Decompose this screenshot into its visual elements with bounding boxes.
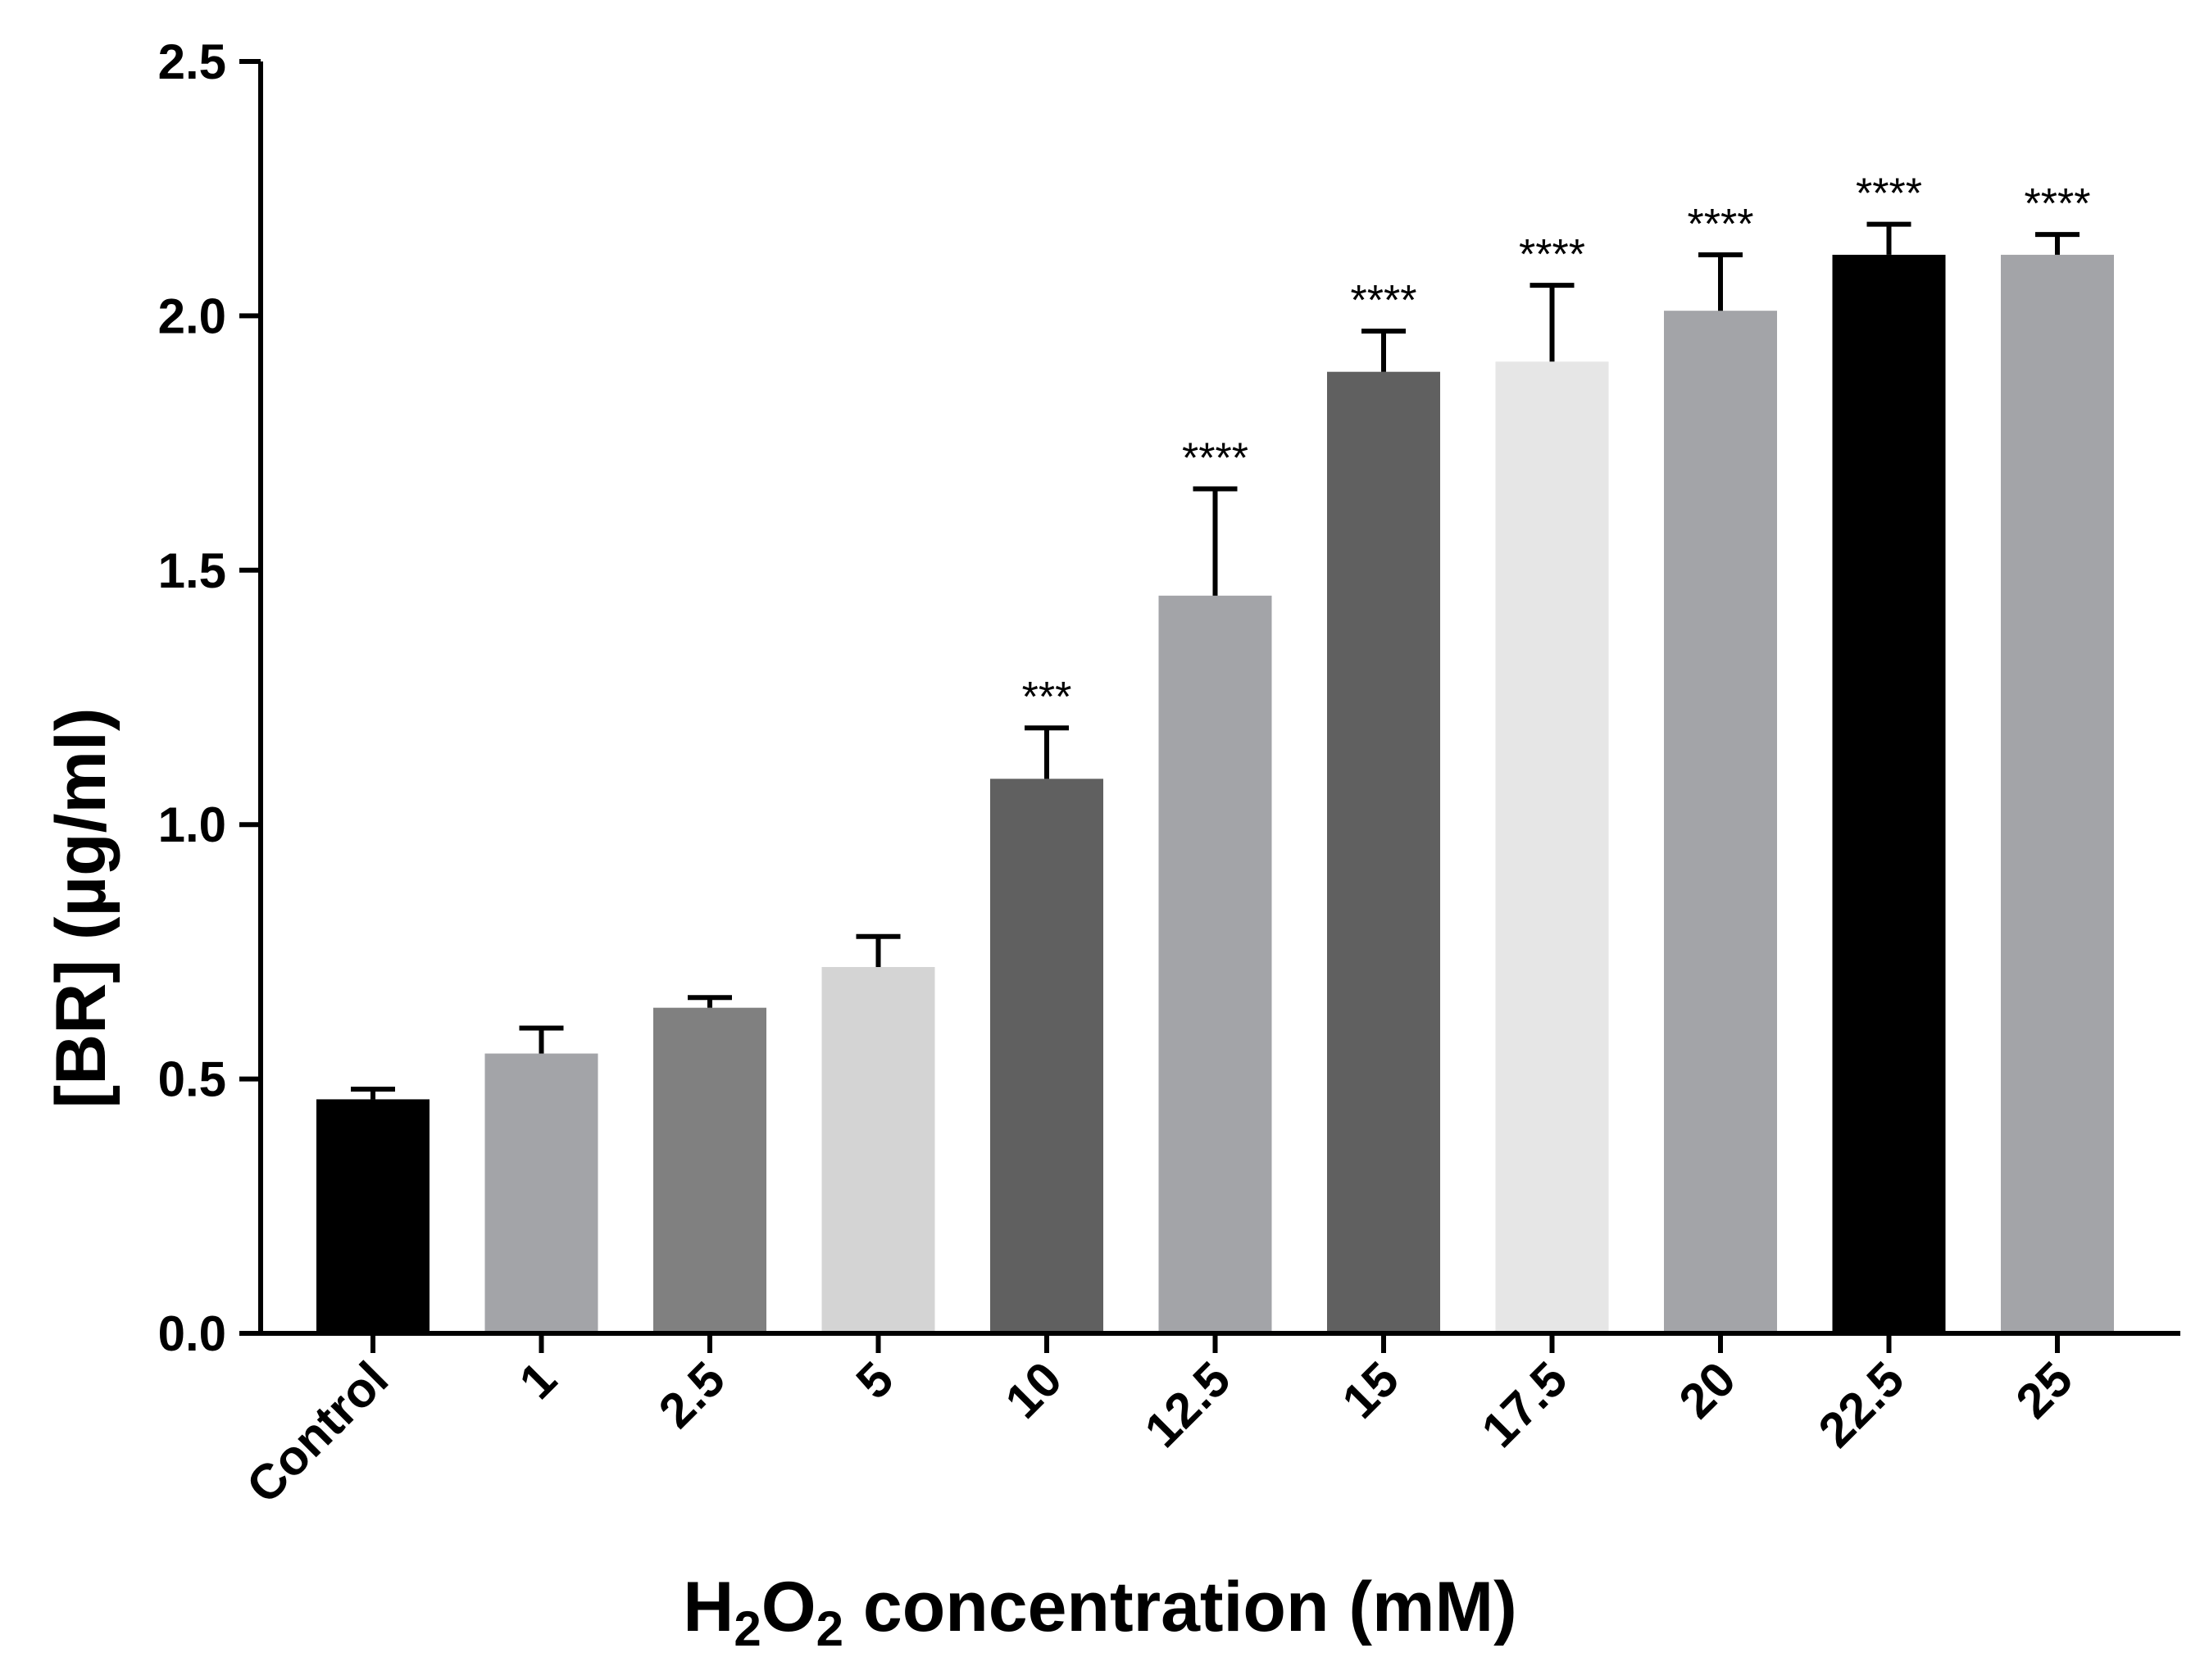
x-title-sub1: 2 (734, 1601, 761, 1656)
x-tick-label: 2.5 (648, 1351, 735, 1438)
x-tick-label: 17.5 (1471, 1351, 1578, 1458)
y-axis-title: [BR] (µg/ml) (42, 708, 120, 1109)
significance-label: **** (2025, 180, 2091, 228)
significance-label: *** (1022, 674, 1072, 721)
significance-label: **** (1856, 170, 1922, 218)
y-axis: 0.0 0.5 1.0 1.5 2.0 2.5 (158, 34, 263, 1361)
bar (1664, 311, 1777, 1333)
significance-label: **** (1351, 277, 1417, 325)
bar (2001, 254, 2114, 1333)
bar (653, 1007, 766, 1333)
x-tick-label: 15 (1332, 1351, 1410, 1429)
bar (484, 1053, 598, 1333)
x-tick-label: 10 (995, 1351, 1073, 1429)
x-axis: Control 1 2.5 5 10 12.5 15 17.5 20 22.5 25 (236, 1331, 2180, 1514)
x-tick-label: 12.5 (1134, 1351, 1241, 1458)
x-tick-label: 5 (846, 1351, 904, 1410)
x-tick-label: 25 (2006, 1351, 2084, 1429)
bars: *********************** **** (316, 170, 2114, 1334)
x-tick-label: 22.5 (1808, 1351, 1915, 1458)
significance-label: **** (1519, 231, 1585, 279)
x-tick-label: 1 (509, 1351, 567, 1410)
y-tick-label: 1.5 (158, 543, 226, 598)
x-tick-label: Control (236, 1351, 398, 1514)
y-tick-label: 0.5 (158, 1052, 226, 1107)
x-title-rest: concentration (mM) (843, 1568, 1517, 1646)
y-tick-label: 2.0 (158, 288, 226, 343)
y-tick-label: 1.0 (158, 797, 226, 852)
bar (1158, 595, 1272, 1333)
x-title-o: O (761, 1568, 816, 1646)
bar (316, 1099, 430, 1333)
x-title-h: H (683, 1568, 734, 1646)
bar (1832, 254, 1946, 1333)
y-tick-label: 0.0 (158, 1306, 226, 1361)
y-tick-label: 2.5 (158, 34, 226, 89)
x-tick-label: 20 (1669, 1351, 1747, 1429)
bar (990, 779, 1103, 1333)
bar (1495, 361, 1609, 1334)
bar (1327, 371, 1440, 1333)
significance-label: **** (1182, 434, 1248, 482)
x-axis-title: H2O2 concentration (mM) (683, 1568, 1517, 1656)
bar (821, 967, 935, 1333)
significance-label: **** (1688, 201, 1754, 248)
x-title-sub2: 2 (816, 1601, 843, 1656)
